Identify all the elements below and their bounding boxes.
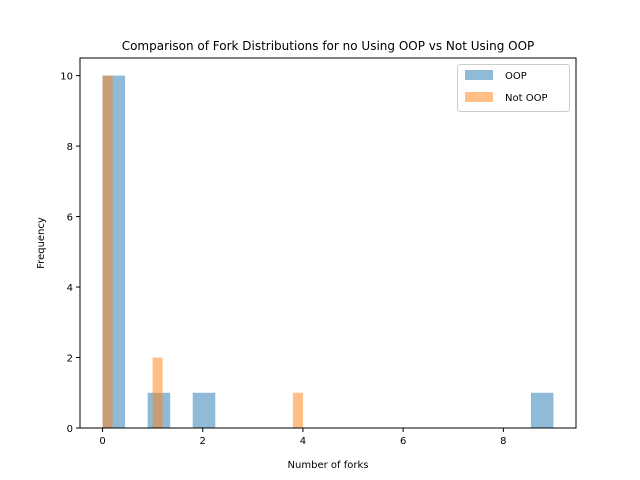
y-tick-label: 2 <box>67 354 73 365</box>
x-tick-label: 4 <box>300 436 306 447</box>
bar-oop-2 <box>192 392 216 428</box>
x-tick-label: 0 <box>99 436 105 447</box>
bar-oop-3 <box>530 392 554 428</box>
y-tick-label: 0 <box>67 424 73 435</box>
x-tick-label: 8 <box>500 436 506 447</box>
legend-label-not-oop: Not OOP <box>505 93 547 104</box>
y-tick-label: 10 <box>60 72 73 83</box>
chart-title: Comparison of Fork Distributions for no … <box>122 39 535 53</box>
legend-swatch-not-oop <box>465 92 493 102</box>
plot-frame <box>79 57 577 429</box>
y-tick-label: 6 <box>67 213 73 224</box>
x-axis-ticks: 0 2 4 6 8 <box>99 428 507 447</box>
x-tick-label: 6 <box>400 436 406 447</box>
y-axis-ticks: 0 2 4 6 8 10 <box>60 72 80 435</box>
legend-label-oop: OOP <box>505 71 527 82</box>
y-tick-label: 8 <box>67 142 73 153</box>
bar-not-oop-1 <box>152 357 163 428</box>
y-tick-label: 4 <box>67 283 73 294</box>
bar-not-oop-0 <box>102 75 113 428</box>
x-axis-label: Number of forks <box>288 460 369 471</box>
y-axis-label: Frequency <box>36 217 47 269</box>
legend-swatch-oop <box>465 70 493 80</box>
bar-not-oop-2 <box>292 392 303 428</box>
bars-layer <box>102 75 554 428</box>
x-tick-label: 2 <box>200 436 206 447</box>
legend: OOP Not OOP <box>457 64 570 112</box>
